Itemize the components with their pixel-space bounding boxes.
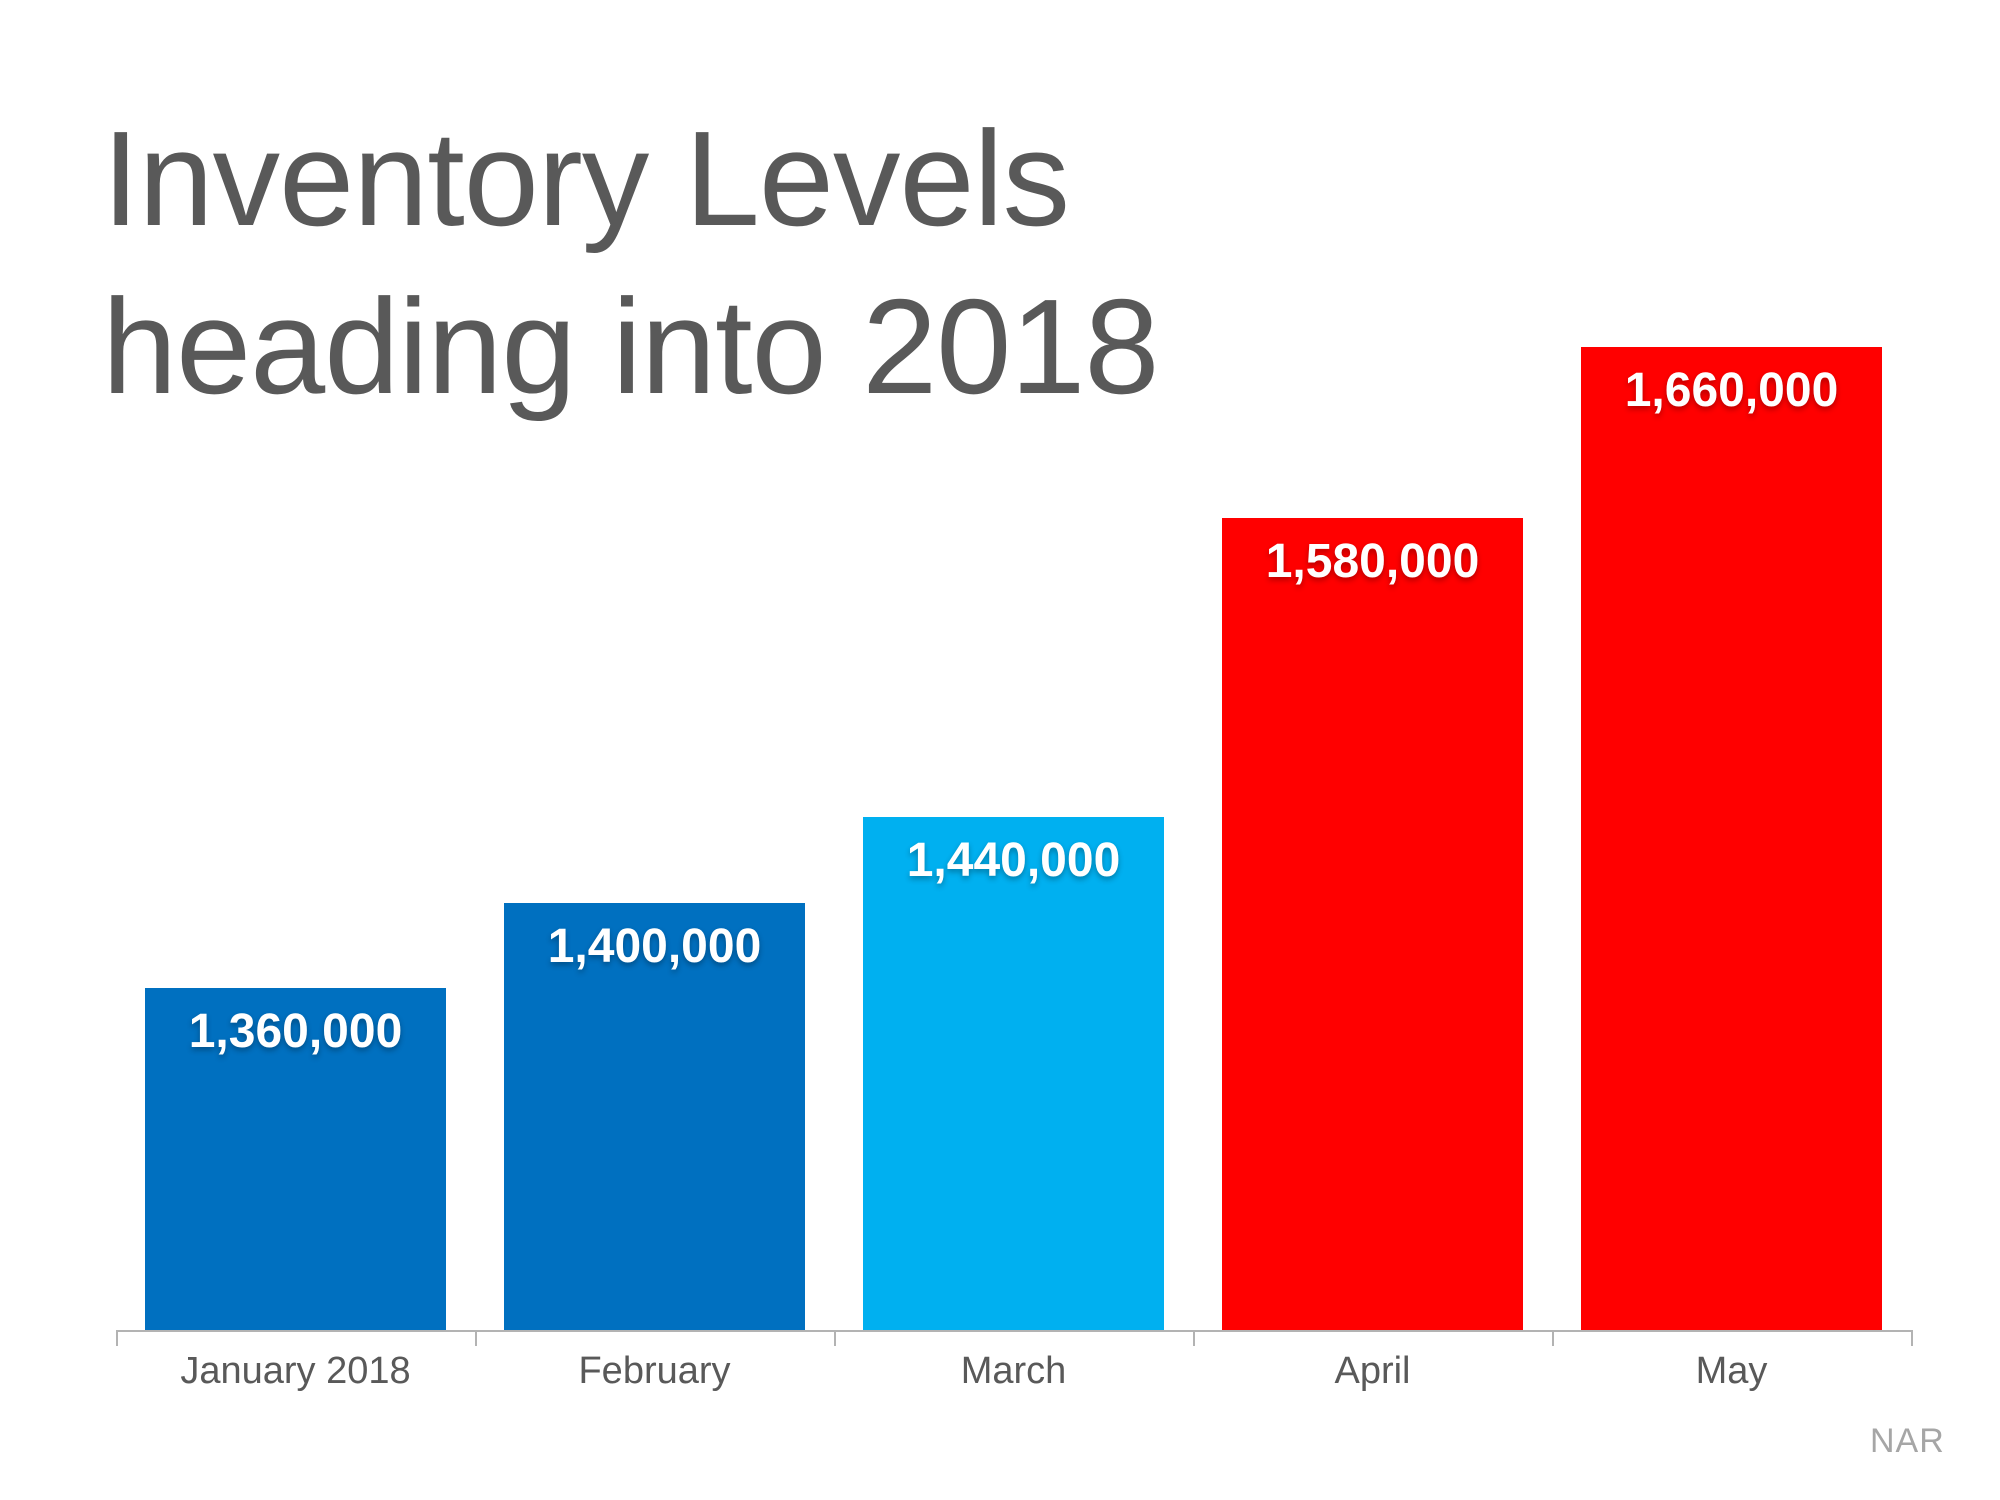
- bar-value-label: 1,660,000: [1624, 364, 1839, 417]
- x-axis-tick: [475, 1330, 477, 1346]
- bar-february: 1,400,000: [504, 903, 805, 1330]
- chart-title: Inventory Levels heading into 2018: [102, 95, 1159, 431]
- x-axis-label-march: March: [960, 1350, 1067, 1392]
- chart-title-line2: heading into 2018: [102, 271, 1159, 423]
- bar-value-label: 1,440,000: [906, 834, 1121, 887]
- x-axis-tick: [1911, 1330, 1913, 1346]
- x-axis-label-february: February: [578, 1350, 731, 1392]
- bar-value-label: 1,400,000: [547, 920, 762, 973]
- x-axis-label-january-2018: January 2018: [180, 1350, 411, 1392]
- x-axis-label-may: May: [1695, 1350, 1768, 1392]
- x-axis-tick: [1552, 1330, 1554, 1346]
- bar-value-label: 1,580,000: [1265, 535, 1480, 588]
- bar-march: 1,440,000: [863, 817, 1164, 1330]
- chart-title-line1: Inventory Levels: [102, 103, 1070, 254]
- bar-april: 1,580,000: [1222, 518, 1523, 1330]
- bar-value-label: 1,360,000: [188, 1005, 403, 1058]
- source-attribution: NAR: [1870, 1422, 1945, 1460]
- x-axis-tick: [1193, 1330, 1195, 1346]
- bar-may: 1,660,000: [1581, 347, 1882, 1330]
- bar-january-2018: 1,360,000: [145, 988, 446, 1330]
- x-axis-line: [116, 1330, 1911, 1332]
- x-axis-tick: [116, 1330, 118, 1346]
- x-axis-label-april: April: [1334, 1350, 1411, 1392]
- x-axis-tick: [834, 1330, 836, 1346]
